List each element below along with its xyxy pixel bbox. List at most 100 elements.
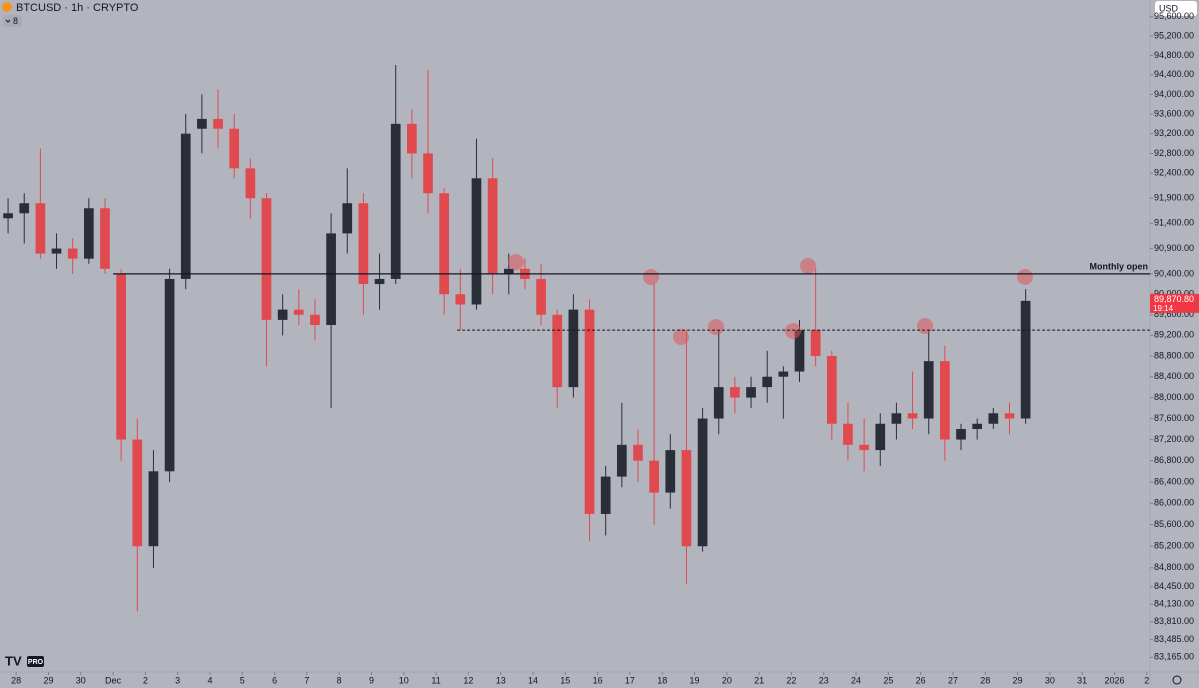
candle-body [826, 355, 837, 424]
x-tick-label: 16 [593, 675, 603, 685]
candle-body [342, 203, 353, 234]
x-tick-label: 12 [463, 675, 473, 685]
candle-body [923, 361, 934, 419]
symbol-title[interactable]: BTCUSD · 1h · CRYPTO [16, 2, 139, 14]
y-tick-label: 84,450.00 [1154, 581, 1194, 591]
y-tick-label: 90,900.00 [1154, 243, 1194, 253]
candle-body [487, 178, 498, 274]
x-tick-label: 21 [754, 675, 764, 685]
candle-body [891, 413, 902, 424]
y-tick-label: 91,400.00 [1154, 218, 1194, 228]
y-tick-label: 83,165.00 [1154, 652, 1194, 662]
y-tick-label: 88,400.00 [1154, 371, 1194, 381]
x-tick-label: 2 [1144, 675, 1149, 685]
countdown-label: 19:14 [1153, 304, 1174, 313]
highlight-marker [673, 329, 689, 345]
y-tick-label: 88,800.00 [1154, 350, 1194, 360]
chevron-icon [5, 19, 11, 23]
candle-body [972, 423, 983, 430]
candle-body [197, 118, 207, 129]
x-tick-label: 26 [916, 675, 926, 685]
candle-body [310, 314, 320, 326]
candle-body [277, 309, 288, 320]
candle-body [907, 413, 918, 419]
candle-body [746, 387, 756, 398]
candle-body [1004, 413, 1015, 419]
candle-body [374, 278, 385, 285]
candle-body [423, 153, 433, 194]
y-tick-label: 86,400.00 [1154, 476, 1194, 486]
y-tick-label: 89,600.00 [1154, 309, 1194, 319]
candle-body [35, 203, 46, 254]
y-tick-label: 94,000.00 [1154, 89, 1194, 99]
candle-body [940, 361, 950, 440]
candle-body [67, 248, 78, 259]
candle-body [439, 193, 450, 295]
x-tick-label: 28 [980, 675, 990, 685]
candle-body [1020, 300, 1031, 419]
candle-body [988, 413, 999, 424]
x-tick-label: 6 [272, 675, 277, 685]
y-tick-label: 86,800.00 [1154, 455, 1194, 465]
candle-body [859, 444, 869, 451]
y-tick-label: 88,000.00 [1154, 392, 1194, 402]
candle-body [875, 423, 886, 451]
monthly-open-label: Monthly open [1090, 261, 1149, 271]
y-tick-label: 92,400.00 [1154, 168, 1194, 178]
y-tick-label: 93,200.00 [1154, 128, 1194, 138]
last-price-badge [1150, 293, 1199, 313]
candle-body [213, 118, 223, 129]
x-tick-label: 28 [11, 675, 21, 685]
logo-badge [27, 656, 44, 667]
candle-body [180, 133, 191, 279]
candle-body [600, 476, 611, 514]
candle-body [245, 168, 256, 199]
candle-body [810, 330, 821, 356]
y-tick-label: 83,485.00 [1154, 634, 1194, 644]
settings-icon[interactable] [1172, 675, 1182, 685]
x-tick-label: 20 [722, 675, 732, 685]
candle-body [164, 278, 175, 472]
candle-body [19, 203, 30, 214]
x-tick-label: 17 [625, 675, 635, 685]
candle-body [261, 198, 272, 320]
candle-body [568, 309, 579, 388]
x-tick-label: 5 [240, 675, 245, 685]
candle-body [649, 460, 659, 493]
x-tick-label: 11 [431, 675, 440, 685]
candle-body [552, 314, 563, 388]
x-tick-label: 8 [337, 675, 342, 685]
x-tick-label: 15 [560, 675, 570, 685]
x-tick-label: 24 [851, 675, 861, 685]
x-tick-label: 9 [369, 675, 374, 685]
x-tick-label: 19 [690, 675, 700, 685]
indicator-count: 8 [13, 16, 18, 26]
candle-body [358, 203, 369, 285]
candle-body [503, 268, 514, 274]
x-tick-label: 2 [143, 675, 148, 685]
logo-badge-label: PRO [28, 659, 44, 666]
indicator-toggle[interactable] [3, 15, 22, 27]
x-tick-label: 23 [819, 675, 829, 685]
x-tick-label: 29 [43, 675, 53, 685]
x-tick-label: 10 [399, 675, 409, 685]
y-tick-label: 89,200.00 [1154, 330, 1194, 340]
y-tick-label: 87,200.00 [1154, 434, 1194, 444]
candle-body [100, 208, 110, 269]
x-tick-label: 22 [786, 675, 796, 685]
x-tick-label: Dec [105, 675, 122, 685]
highlight-marker [1017, 269, 1033, 285]
candle-body [3, 213, 13, 219]
x-tick-label: 14 [528, 675, 538, 685]
y-tick-label: 87,600.00 [1154, 413, 1194, 423]
candle-body [83, 208, 94, 259]
candle-body [633, 444, 643, 461]
currency-button[interactable] [1155, 1, 1197, 16]
y-tick-label: 95,200.00 [1154, 30, 1194, 40]
candle-body [471, 178, 482, 305]
y-tick-label: 85,600.00 [1154, 519, 1194, 529]
y-tick-label: 94,800.00 [1154, 50, 1194, 60]
y-tick-label: 86,000.00 [1154, 498, 1194, 508]
highlight-marker [800, 258, 816, 274]
